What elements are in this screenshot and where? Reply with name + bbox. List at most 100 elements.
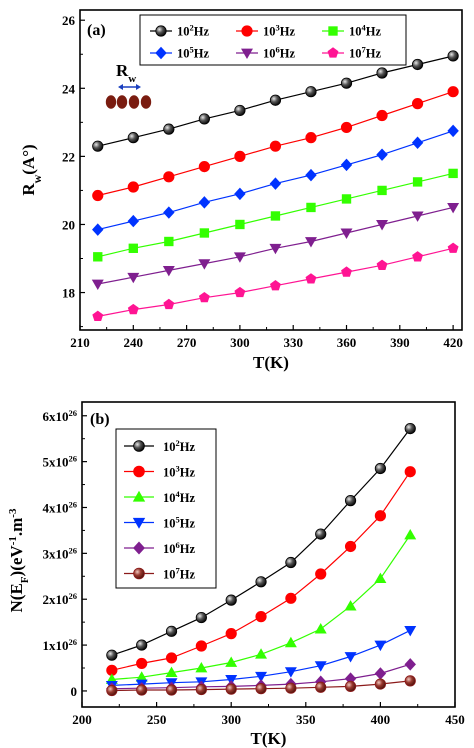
data-point: [163, 206, 175, 219]
data-point: [127, 303, 139, 315]
data-point: [374, 462, 386, 475]
legend: 102Hz 103Hz 104Hz 105Hz 106Hz 107Hz: [115, 428, 217, 589]
data-point: [163, 298, 175, 310]
y-tick-label: 18: [62, 286, 76, 301]
data-point: [255, 683, 267, 695]
y-tick-label: 3x1026: [43, 545, 78, 561]
x-tick-label: 390: [390, 335, 410, 350]
data-point: [269, 140, 282, 152]
data-point: [136, 639, 148, 651]
legend-marker: [241, 25, 253, 37]
data-point: [376, 220, 389, 231]
data-point: [341, 266, 352, 277]
data-point: [165, 652, 178, 664]
y-tick-label: 20: [62, 217, 75, 232]
y-tick-label: 6x1026: [43, 408, 78, 424]
data-point: [285, 682, 297, 694]
data-point: [165, 625, 178, 637]
data-point: [404, 529, 417, 540]
data-point: [377, 185, 387, 196]
data-point: [92, 189, 104, 202]
data-point: [411, 98, 424, 110]
data-point: [164, 236, 174, 247]
legend-label: 104Hz: [163, 489, 195, 505]
data-point: [270, 211, 281, 221]
data-point: [404, 658, 416, 671]
panel-a-frame: [79, 9, 463, 331]
data-point: [234, 150, 246, 162]
data-point: [234, 187, 246, 201]
data-point: [127, 132, 139, 144]
inset-label: Rw: [116, 61, 136, 85]
data-point: [344, 680, 357, 692]
legend-marker: [133, 440, 145, 452]
data-point: [234, 286, 246, 298]
y-tick-label: 1x1026: [43, 637, 78, 653]
data-point: [284, 667, 297, 678]
data-point: [165, 666, 178, 678]
data-point: [269, 177, 282, 190]
data-point: [374, 510, 386, 522]
x-tick-label: 330: [283, 335, 303, 350]
data-point: [225, 628, 237, 640]
data-point: [340, 121, 353, 134]
series-6: [106, 675, 416, 697]
x-axis-label: T(K): [253, 353, 289, 372]
data-point: [411, 58, 424, 71]
data-point: [374, 640, 387, 652]
data-point: [305, 273, 317, 284]
data-point: [344, 652, 357, 663]
data-point: [269, 243, 282, 255]
legend-label: 104Hz: [349, 23, 381, 39]
series-4: [105, 625, 417, 692]
panel-label: (b): [90, 411, 110, 428]
data-point: [92, 140, 104, 152]
data-point: [305, 86, 317, 98]
data-point: [344, 495, 357, 507]
data-point: [255, 648, 268, 659]
data-point: [340, 158, 353, 172]
data-point: [315, 681, 327, 693]
data-point: [225, 594, 237, 606]
data-point: [340, 77, 353, 89]
series-2: [106, 466, 416, 676]
legend-marker: [133, 465, 145, 478]
data-point: [233, 252, 246, 263]
data-point: [198, 113, 210, 125]
legend-label: 105Hz: [163, 515, 195, 531]
data-point: [404, 675, 416, 687]
data-point: [305, 132, 317, 144]
x-tick-label: 420: [443, 335, 463, 350]
data-point: [304, 237, 317, 248]
y-tick-label: 2x1026: [43, 591, 78, 607]
data-point: [198, 259, 211, 270]
legend: 102Hz 103Hz 104Hz 105Hz 106Hz 107Hz: [139, 14, 407, 66]
data-point: [91, 279, 104, 291]
series-6: [92, 242, 459, 322]
legend-marker: [132, 517, 146, 529]
x-tick-label: 400: [371, 712, 391, 727]
series-4: [92, 124, 459, 236]
data-point: [92, 223, 104, 236]
data-point: [93, 252, 103, 262]
legend-marker: [327, 47, 339, 58]
data-point: [412, 251, 424, 262]
data-point: [136, 684, 148, 696]
data-point: [412, 177, 423, 187]
data-point: [195, 611, 207, 624]
data-point: [136, 657, 148, 670]
legend-label: 106Hz: [163, 540, 195, 556]
y-axis-label: Rw(A°): [19, 144, 44, 195]
data-point: [255, 671, 268, 683]
legend-label: 107Hz: [163, 566, 195, 582]
x-tick-label: 450: [445, 712, 465, 727]
x-tick-label: 360: [337, 335, 357, 350]
x-tick-label: 250: [147, 712, 167, 727]
legend-marker: [133, 541, 145, 555]
data-point: [376, 259, 388, 270]
y-tick-label: 22: [62, 149, 75, 164]
data-point: [448, 168, 458, 179]
data-point: [163, 123, 175, 135]
data-point: [234, 104, 246, 117]
data-point: [341, 194, 352, 204]
